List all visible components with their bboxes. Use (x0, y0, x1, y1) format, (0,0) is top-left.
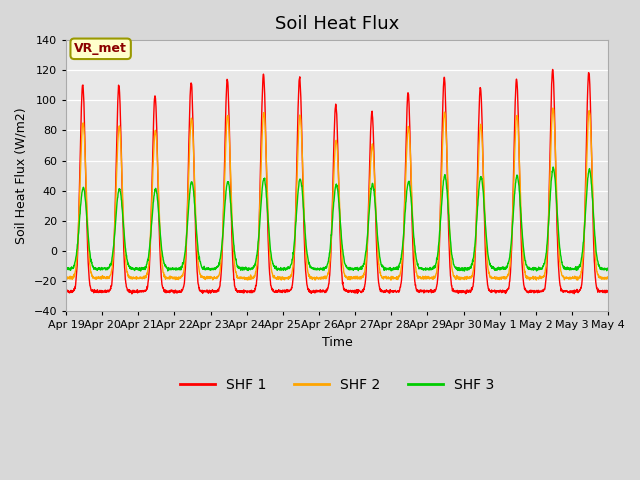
X-axis label: Time: Time (322, 336, 353, 348)
Y-axis label: Soil Heat Flux (W/m2): Soil Heat Flux (W/m2) (15, 107, 28, 244)
Text: VR_met: VR_met (74, 42, 127, 55)
Title: Soil Heat Flux: Soil Heat Flux (275, 15, 399, 33)
Legend: SHF 1, SHF 2, SHF 3: SHF 1, SHF 2, SHF 3 (175, 372, 500, 397)
